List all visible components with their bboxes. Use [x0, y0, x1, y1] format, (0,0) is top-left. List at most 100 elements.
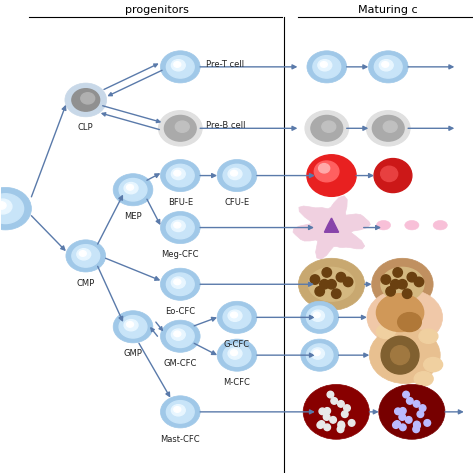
Text: Maturing c: Maturing c	[358, 5, 418, 15]
Circle shape	[398, 280, 407, 289]
Ellipse shape	[382, 62, 389, 67]
Text: GM-CFC: GM-CFC	[164, 359, 197, 368]
Circle shape	[324, 424, 330, 430]
Ellipse shape	[0, 202, 6, 209]
Ellipse shape	[367, 289, 443, 346]
Ellipse shape	[228, 168, 242, 180]
Ellipse shape	[164, 116, 196, 141]
Ellipse shape	[379, 384, 445, 439]
Ellipse shape	[318, 60, 332, 71]
Ellipse shape	[174, 62, 181, 67]
Circle shape	[310, 275, 319, 284]
Ellipse shape	[307, 51, 346, 83]
Ellipse shape	[166, 216, 194, 239]
Text: Pre-B cell: Pre-B cell	[206, 121, 246, 130]
Ellipse shape	[372, 258, 433, 310]
Circle shape	[348, 419, 355, 426]
Polygon shape	[324, 218, 338, 232]
Circle shape	[338, 422, 345, 429]
Ellipse shape	[228, 310, 242, 321]
Circle shape	[327, 280, 336, 289]
Ellipse shape	[368, 51, 408, 83]
Ellipse shape	[414, 372, 433, 386]
Ellipse shape	[158, 110, 202, 146]
Circle shape	[391, 280, 400, 289]
Text: Pre-T cell: Pre-T cell	[206, 60, 245, 69]
Text: CLP: CLP	[78, 123, 93, 132]
Ellipse shape	[223, 164, 251, 187]
Ellipse shape	[369, 327, 440, 383]
Ellipse shape	[160, 51, 200, 83]
Ellipse shape	[174, 279, 181, 285]
Circle shape	[331, 289, 341, 299]
Circle shape	[413, 401, 420, 407]
Text: M-CFC: M-CFC	[224, 378, 250, 387]
Ellipse shape	[172, 220, 185, 232]
Text: Mast-CFC: Mast-CFC	[161, 435, 200, 444]
Ellipse shape	[303, 384, 369, 439]
Ellipse shape	[160, 396, 200, 428]
Text: CMP: CMP	[77, 279, 95, 288]
Circle shape	[405, 417, 412, 423]
Circle shape	[323, 414, 330, 420]
Circle shape	[395, 408, 401, 415]
Ellipse shape	[175, 121, 189, 132]
Ellipse shape	[311, 348, 324, 359]
Ellipse shape	[77, 249, 91, 260]
Ellipse shape	[66, 240, 106, 272]
Circle shape	[337, 401, 344, 407]
Circle shape	[319, 280, 329, 289]
Ellipse shape	[379, 60, 393, 71]
Ellipse shape	[172, 329, 185, 340]
Circle shape	[407, 398, 413, 404]
Ellipse shape	[376, 324, 395, 338]
Ellipse shape	[172, 277, 185, 288]
Circle shape	[327, 391, 334, 398]
Text: BFU-E: BFU-E	[168, 198, 193, 207]
Ellipse shape	[307, 155, 356, 196]
Circle shape	[324, 408, 330, 414]
Text: MEP: MEP	[124, 212, 142, 221]
Ellipse shape	[172, 60, 185, 71]
Ellipse shape	[166, 164, 194, 187]
Circle shape	[337, 426, 344, 433]
Text: Eo-CFC: Eo-CFC	[165, 307, 195, 316]
Ellipse shape	[166, 55, 194, 78]
Circle shape	[322, 268, 331, 277]
Ellipse shape	[301, 339, 338, 371]
Ellipse shape	[160, 159, 200, 191]
Circle shape	[413, 426, 419, 433]
Text: CFU-E: CFU-E	[224, 198, 250, 207]
Ellipse shape	[228, 348, 242, 359]
Circle shape	[400, 424, 406, 430]
Ellipse shape	[79, 251, 86, 256]
Ellipse shape	[113, 173, 153, 206]
Ellipse shape	[0, 194, 24, 224]
Ellipse shape	[433, 220, 447, 230]
Ellipse shape	[373, 116, 404, 141]
Circle shape	[413, 421, 420, 428]
Ellipse shape	[0, 199, 12, 214]
Ellipse shape	[230, 170, 237, 176]
Circle shape	[338, 421, 345, 428]
Ellipse shape	[314, 312, 320, 318]
Ellipse shape	[311, 310, 324, 321]
Circle shape	[386, 287, 395, 296]
Ellipse shape	[301, 301, 338, 333]
Text: GMP: GMP	[124, 349, 143, 358]
Ellipse shape	[166, 401, 194, 423]
Ellipse shape	[65, 83, 107, 117]
Circle shape	[414, 277, 424, 287]
Ellipse shape	[305, 110, 349, 146]
Circle shape	[344, 405, 350, 411]
Circle shape	[392, 422, 399, 428]
Ellipse shape	[314, 161, 339, 182]
Ellipse shape	[113, 311, 153, 343]
Ellipse shape	[322, 121, 336, 132]
Ellipse shape	[381, 336, 419, 374]
Circle shape	[318, 421, 325, 428]
Ellipse shape	[309, 267, 355, 301]
Ellipse shape	[419, 329, 438, 343]
Circle shape	[341, 411, 348, 418]
Circle shape	[319, 408, 326, 415]
